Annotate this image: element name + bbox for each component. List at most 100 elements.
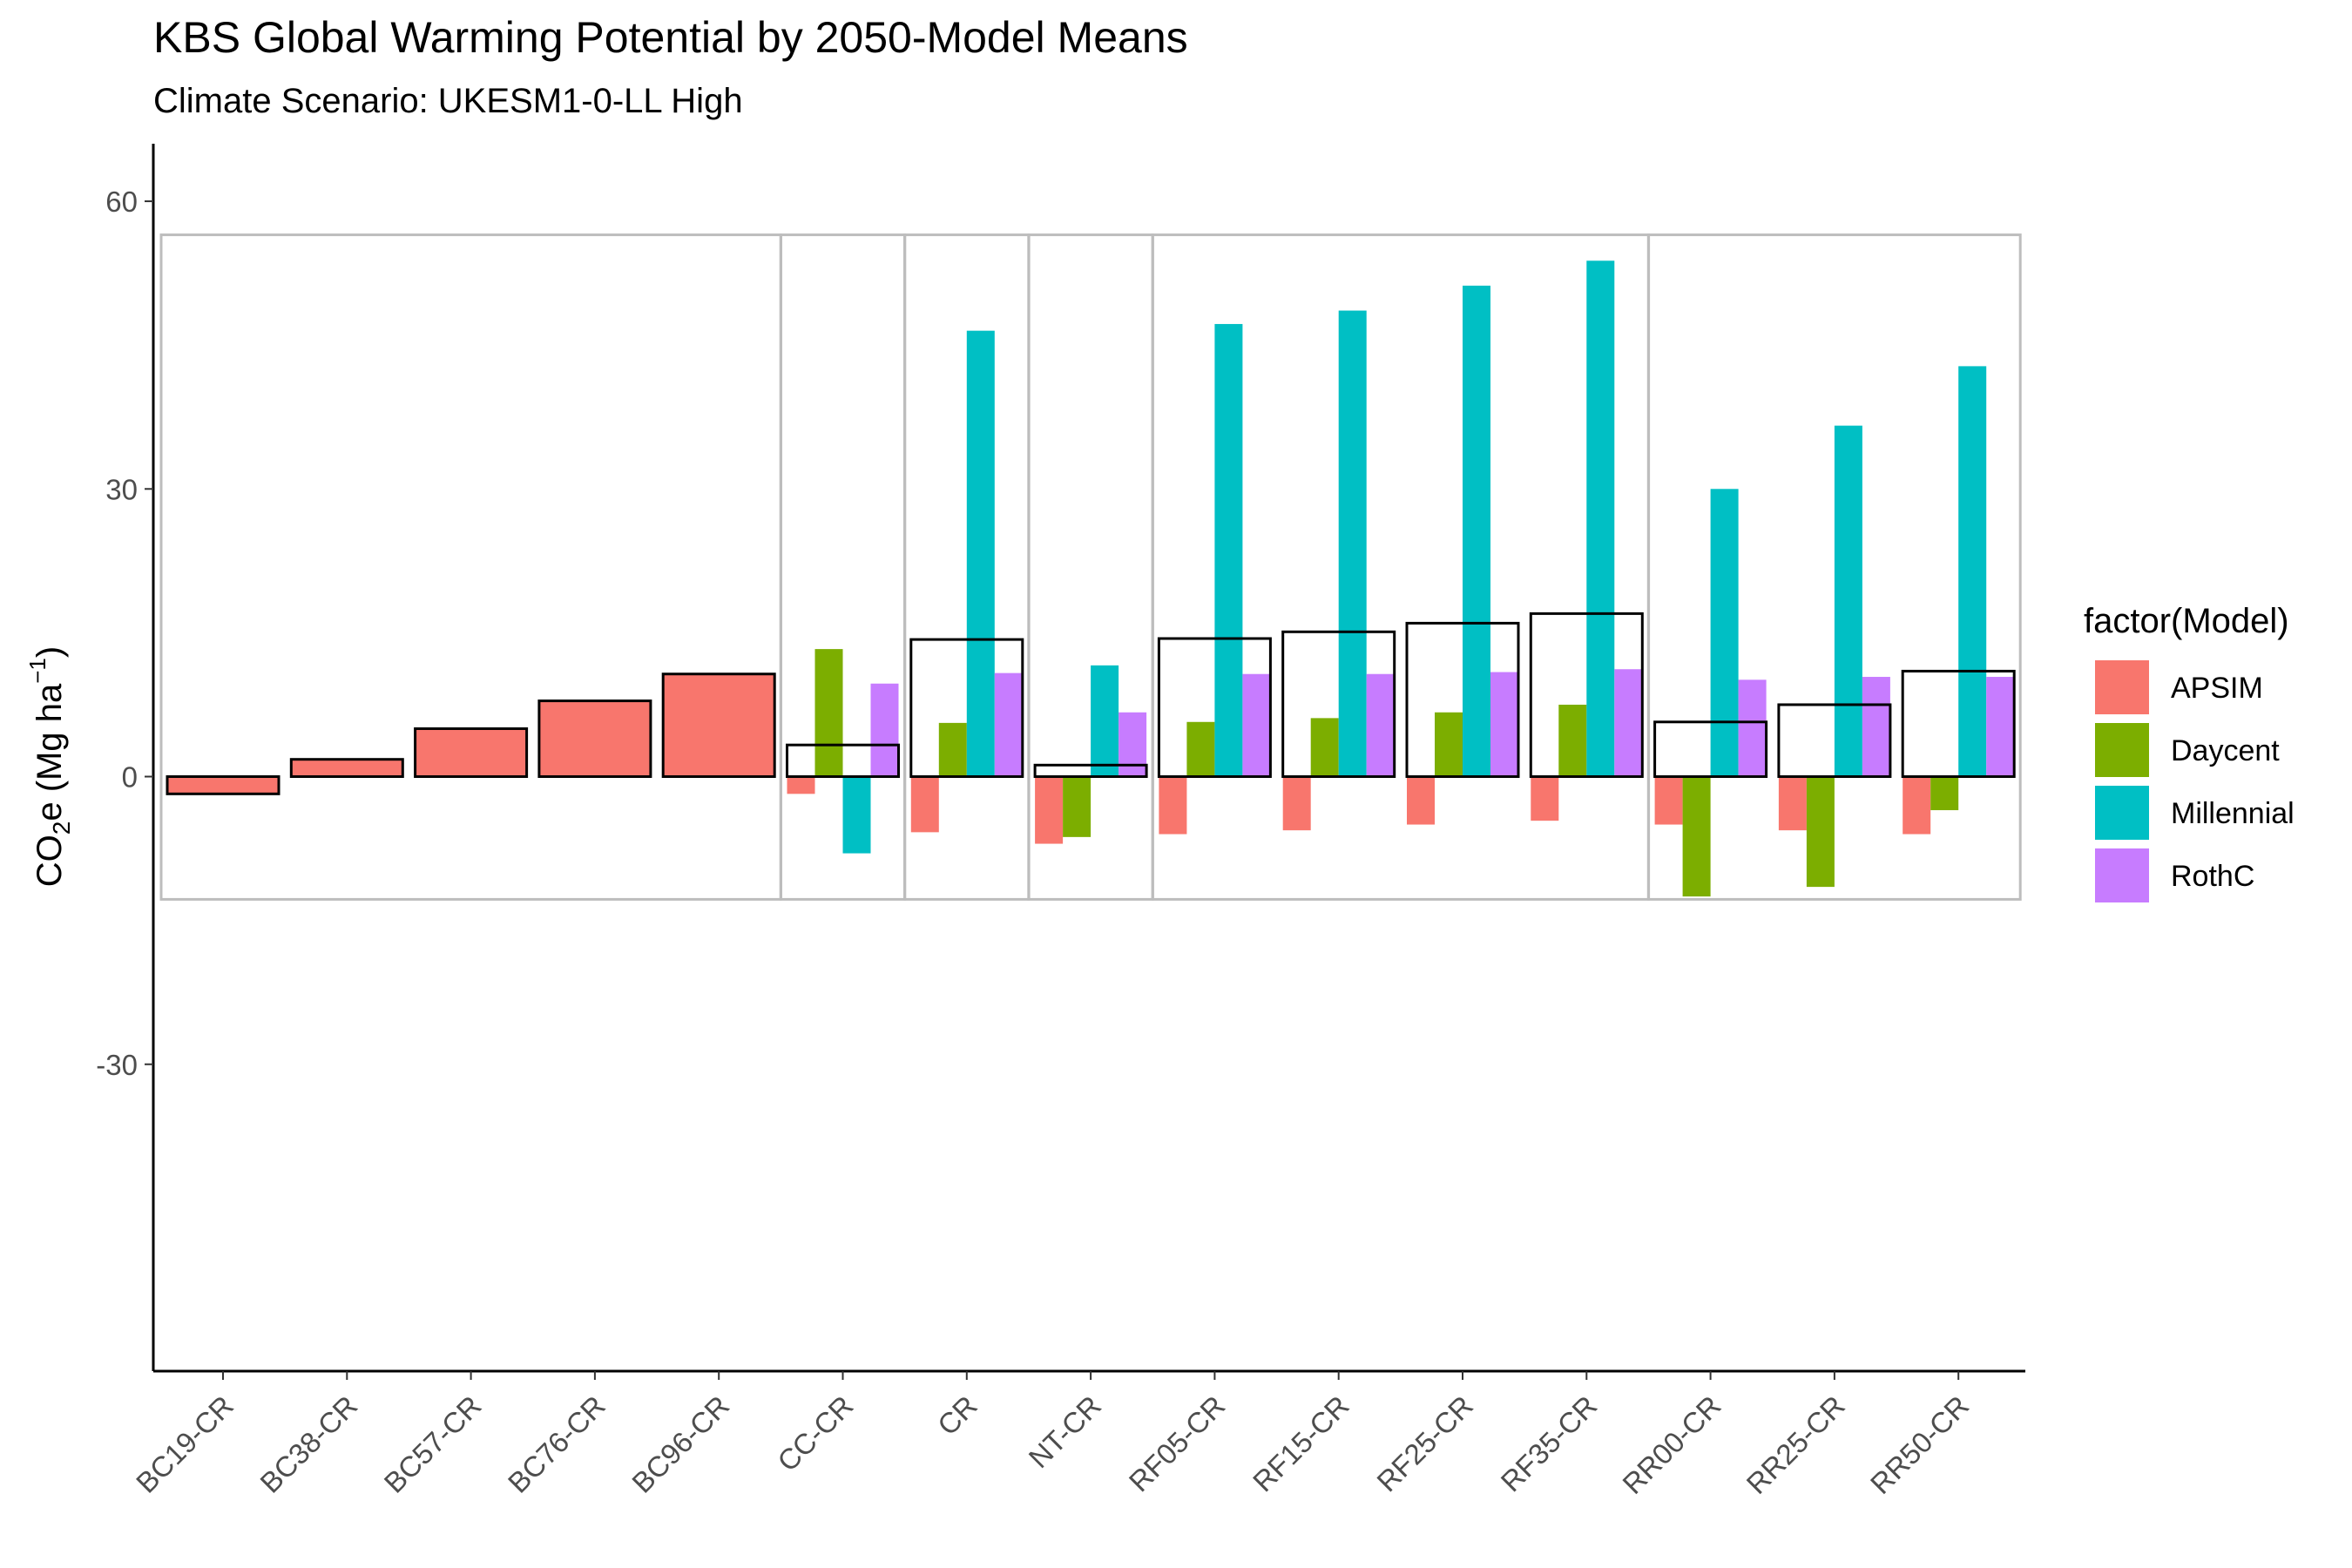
bar-daycent — [1063, 776, 1092, 837]
x-tick-label: NT-CR — [1023, 1389, 1107, 1474]
ensemble-mean-bar — [537, 700, 652, 779]
y-tick-label: 0 — [122, 761, 138, 794]
bar-daycent — [1558, 704, 1587, 777]
x-tick-label: BC76-CR — [502, 1389, 612, 1499]
x-tick-label: RF05-CR — [1123, 1389, 1232, 1498]
bar-apsim — [1654, 776, 1683, 825]
bar-millennial — [1958, 366, 1987, 777]
bar-rothc — [1119, 712, 1147, 777]
legend-label: Millennial — [2171, 797, 2295, 830]
y-tick-label: -30 — [96, 1049, 138, 1081]
ensemble-mean-bar — [661, 672, 776, 779]
x-tick-label: RR50-CR — [1864, 1389, 1975, 1500]
bar-apsim — [663, 673, 775, 777]
legend: APSIM Daycent Millennial RothC — [2095, 660, 2295, 902]
x-tick-label: RF25-CR — [1370, 1389, 1479, 1498]
bar-millennial — [1710, 489, 1739, 777]
bar-apsim — [167, 776, 279, 794]
facet-panels — [159, 233, 2022, 901]
bar-apsim — [415, 728, 527, 777]
x-tick-label: RF15-CR — [1247, 1389, 1355, 1498]
ensemble-mean-bar — [1901, 669, 2016, 779]
chart-title: KBS Global Warming Potential by 2050-Mod… — [153, 13, 1188, 62]
x-axis-ticks: BC19-CR BC38-CR BC57-CR BC76-CR BC96-CR CC-CR… — [130, 1371, 1975, 1500]
x-tick-label: CC-CR — [771, 1389, 859, 1477]
legend-key-millennial — [2095, 786, 2149, 840]
bar-rothc — [1366, 673, 1395, 777]
legend-key-apsim — [2095, 660, 2149, 714]
ensemble-mean-bar — [414, 727, 529, 779]
x-tick-label: CR — [931, 1389, 983, 1442]
ensemble-mean-bar — [1529, 612, 1644, 779]
ensemble-mean-bar — [1033, 763, 1148, 779]
ensemble-mean-bar — [1777, 703, 1892, 779]
bar-rothc — [1242, 673, 1271, 777]
x-tick-label: RF35-CR — [1495, 1389, 1604, 1498]
ensemble-mean-bar — [786, 743, 900, 779]
y-axis-ticks: 60 30 0 -30 — [96, 186, 153, 1081]
ensemble-mean-bar — [1281, 630, 1396, 779]
x-tick-label: BC96-CR — [625, 1389, 735, 1499]
legend-label: APSIM — [2171, 672, 2263, 705]
bar-millennial — [842, 776, 871, 854]
bar-millennial — [1338, 310, 1367, 777]
bar-rothc — [1862, 677, 1890, 777]
bar-apsim — [1531, 776, 1559, 821]
x-tick-label: BC38-CR — [253, 1389, 363, 1499]
bar-apsim — [910, 776, 939, 833]
model-bars — [167, 260, 2015, 897]
ensemble-mean-bar — [1405, 621, 1520, 779]
bar-millennial — [1463, 285, 1490, 777]
chart-subtitle: Climate Scenario: UKESM1-0-LL High — [153, 82, 743, 120]
bar-millennial — [1834, 425, 1862, 777]
bar-rothc — [1490, 672, 1518, 777]
bar-daycent — [1186, 721, 1215, 777]
bar-daycent — [938, 722, 967, 777]
bar-rothc — [870, 683, 899, 777]
x-tick-label: BC19-CR — [130, 1389, 240, 1499]
y-tick-label: 60 — [105, 186, 138, 218]
bar-daycent — [1310, 718, 1339, 777]
ensemble-mean-bar — [1157, 637, 1272, 779]
bar-apsim — [1407, 776, 1435, 825]
bar-apsim — [1159, 776, 1187, 835]
legend-key-daycent — [2095, 723, 2149, 777]
bar-daycent — [1682, 776, 1711, 897]
bar-apsim — [1778, 776, 1807, 831]
bar-millennial — [1091, 665, 1119, 777]
y-tick-label: 30 — [105, 473, 138, 505]
bar-apsim — [1035, 776, 1064, 844]
facet-panel-box — [159, 233, 782, 901]
bar-rothc — [1614, 669, 1643, 777]
legend-key-rothc — [2095, 848, 2149, 902]
bar-daycent — [1435, 712, 1463, 777]
x-tick-label: RR00-CR — [1616, 1389, 1727, 1500]
bar-rothc — [994, 672, 1023, 777]
bar-apsim — [291, 759, 403, 777]
bar-apsim — [538, 700, 651, 777]
bar-apsim — [1903, 776, 1931, 835]
bar-apsim — [787, 776, 815, 794]
ensemble-mean-bars — [166, 612, 2016, 795]
facet-panel-box — [1647, 233, 2022, 901]
ensemble-mean-bar — [909, 638, 1024, 779]
bar-millennial — [966, 330, 995, 777]
bar-rothc — [1738, 679, 1767, 777]
bar-rothc — [1986, 677, 2015, 777]
ensemble-mean-bar — [166, 775, 280, 795]
legend-label: Daycent — [2171, 734, 2280, 767]
bar-apsim — [1282, 776, 1311, 831]
bar-millennial — [1586, 260, 1615, 777]
bar-daycent — [1806, 776, 1835, 888]
bar-millennial — [1214, 323, 1243, 777]
legend-title: factor(Model) — [2084, 602, 2289, 640]
bar-daycent — [1930, 776, 1959, 811]
ensemble-mean-bar — [1653, 720, 1768, 779]
y-axis-title: CO2e (Mg ha−1) — [24, 646, 75, 887]
ensemble-mean-bar — [289, 758, 404, 779]
x-tick-label: RR25-CR — [1740, 1389, 1851, 1500]
bar-daycent — [814, 649, 843, 777]
x-tick-label: BC57-CR — [378, 1389, 488, 1499]
legend-label: RothC — [2171, 860, 2254, 893]
